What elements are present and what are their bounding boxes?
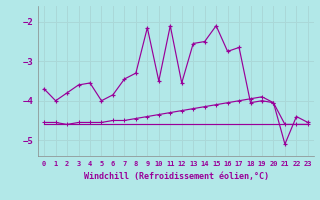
X-axis label: Windchill (Refroidissement éolien,°C): Windchill (Refroidissement éolien,°C) <box>84 172 268 181</box>
